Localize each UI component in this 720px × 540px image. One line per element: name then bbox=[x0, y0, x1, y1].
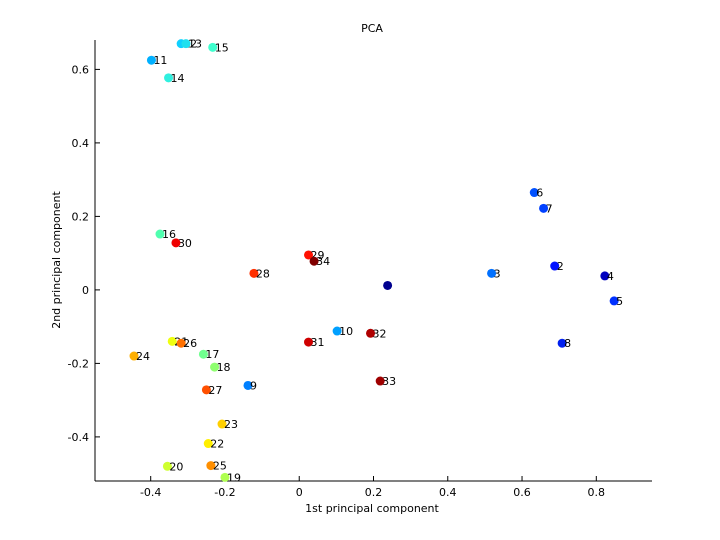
point-label: 8 bbox=[564, 337, 571, 350]
point-label: 32 bbox=[373, 327, 387, 340]
point-label: 24 bbox=[136, 350, 150, 363]
data-point bbox=[539, 203, 549, 213]
point-label: 20 bbox=[169, 460, 183, 473]
data-point bbox=[304, 250, 314, 260]
point-label: 19 bbox=[227, 471, 241, 484]
data-point bbox=[203, 439, 213, 449]
data-point bbox=[162, 461, 172, 471]
point-label: 7 bbox=[546, 202, 553, 215]
x-tick-label: 0.4 bbox=[439, 486, 457, 499]
x-ticks: -0.4 -0.2 0 0.2 0.4 0.6 0.8 bbox=[140, 476, 605, 499]
point-label: 26 bbox=[183, 337, 197, 350]
point-label: 6 bbox=[536, 187, 543, 200]
point-label: 18 bbox=[217, 361, 231, 374]
point-label: 27 bbox=[208, 384, 222, 397]
data-point bbox=[487, 268, 497, 278]
point-label: 33 bbox=[382, 375, 396, 388]
axes bbox=[94, 40, 652, 482]
y-tick-label: 0.6 bbox=[72, 63, 90, 76]
data-point bbox=[249, 268, 259, 278]
point-label: 15 bbox=[215, 41, 229, 54]
point-label: 3 bbox=[494, 267, 501, 280]
point-label: 31 bbox=[311, 336, 325, 349]
data-point bbox=[557, 338, 567, 348]
y-tick-label: -0.4 bbox=[68, 431, 89, 444]
scatter-points: 2345678910111213141516171819202122232425… bbox=[129, 38, 623, 484]
x-tick-label: 0.8 bbox=[588, 486, 606, 499]
point-label: 34 bbox=[316, 255, 330, 268]
data-point bbox=[243, 380, 253, 390]
y-tick-label: 0.2 bbox=[72, 210, 90, 223]
point-label: 9 bbox=[250, 379, 257, 392]
point-label: 17 bbox=[205, 348, 219, 361]
point-label: 22 bbox=[210, 438, 224, 451]
data-point bbox=[600, 271, 610, 281]
point-label: 23 bbox=[224, 418, 238, 431]
data-point bbox=[529, 188, 539, 198]
chart-title: PCA bbox=[361, 22, 383, 35]
point-label: 30 bbox=[178, 237, 192, 250]
x-tick-label: 0 bbox=[296, 486, 303, 499]
point-label: 4 bbox=[607, 270, 614, 283]
data-point bbox=[167, 336, 177, 346]
x-axis-title: 1st principal component bbox=[305, 502, 439, 515]
data-point bbox=[176, 338, 186, 348]
point-label: 5 bbox=[616, 295, 623, 308]
data-point bbox=[383, 280, 393, 290]
data-point bbox=[198, 349, 208, 359]
point-label: 14 bbox=[171, 72, 185, 85]
data-point bbox=[210, 362, 220, 372]
data-point bbox=[609, 296, 619, 306]
point-label: 16 bbox=[162, 228, 176, 241]
data-point bbox=[217, 419, 227, 429]
data-point bbox=[171, 238, 181, 248]
y-tick-label: 0.4 bbox=[72, 137, 90, 150]
data-point bbox=[550, 261, 560, 271]
data-point bbox=[146, 55, 156, 65]
data-point bbox=[181, 39, 191, 49]
x-tick-label: 0.6 bbox=[513, 486, 531, 499]
y-tick-label: -0.2 bbox=[68, 357, 89, 370]
data-point bbox=[155, 229, 165, 239]
point-label: 13 bbox=[188, 38, 202, 51]
point-label: 2 bbox=[557, 260, 564, 273]
data-point bbox=[220, 472, 230, 482]
point-label: 10 bbox=[339, 325, 353, 338]
data-point bbox=[332, 326, 342, 336]
data-point bbox=[309, 256, 319, 266]
data-point bbox=[201, 385, 211, 395]
x-tick-label: -0.4 bbox=[140, 486, 161, 499]
y-tick-label: 0 bbox=[82, 284, 89, 297]
x-tick-label: 0.2 bbox=[365, 486, 383, 499]
data-point bbox=[208, 42, 218, 52]
point-label: 28 bbox=[256, 267, 270, 280]
data-point bbox=[129, 351, 139, 361]
data-point bbox=[206, 461, 216, 471]
y-ticks: -0.4 -0.2 0 0.2 0.4 0.6 bbox=[68, 63, 100, 444]
data-point bbox=[304, 337, 314, 347]
data-point bbox=[375, 376, 385, 386]
point-label: 25 bbox=[213, 460, 227, 473]
point-label: 11 bbox=[153, 54, 167, 67]
data-point bbox=[164, 73, 174, 83]
data-point bbox=[366, 328, 376, 338]
y-axis-title: 2nd principal component bbox=[50, 191, 63, 329]
x-tick-label: -0.2 bbox=[214, 486, 235, 499]
